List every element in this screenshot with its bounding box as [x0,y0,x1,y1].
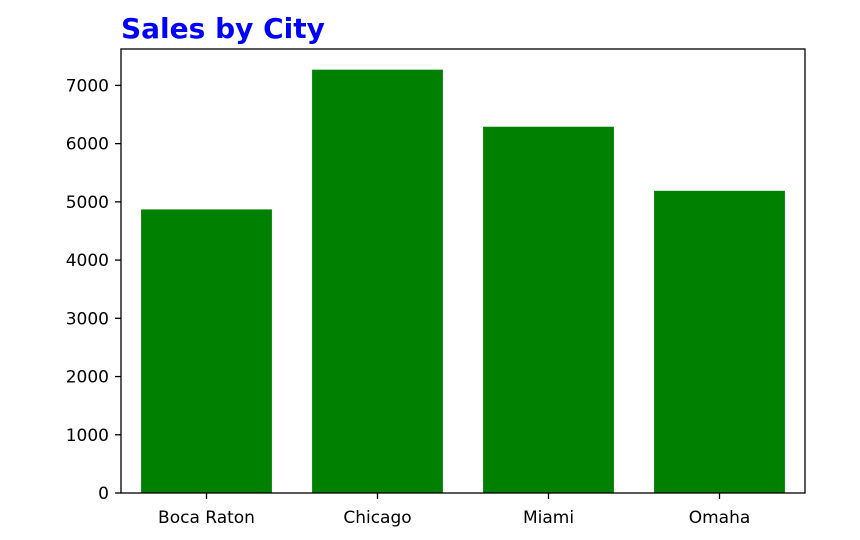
bar-boca-raton [141,209,272,493]
x-tick-label-miami: Miami [523,508,574,528]
bar-omaha [654,190,785,493]
bars-group [141,69,785,494]
x-axis: Boca Raton Chicago Miami Omaha [158,493,750,528]
y-tick-label-5000: 5000 [66,193,109,213]
y-tick-label-6000: 6000 [66,135,109,155]
y-tick-label-0: 0 [98,484,109,504]
bar-chicago [312,69,443,493]
y-tick-label-2000: 2000 [66,368,109,388]
y-tick-label-7000: 7000 [66,76,109,96]
x-tick-label-omaha: Omaha [689,508,751,528]
y-axis: 0 1000 2000 3000 4000 5000 6000 7000 [66,76,121,504]
y-tick-label-1000: 1000 [66,426,109,446]
y-tick-label-4000: 4000 [66,251,109,271]
plot-frame [120,48,806,494]
y-tick-label-3000: 3000 [66,309,109,329]
x-tick-label-chicago: Chicago [343,508,411,528]
bar-miami [483,126,614,494]
x-tick-label-boca-raton: Boca Raton [158,508,255,528]
chart-title: Sales by City [121,12,325,45]
